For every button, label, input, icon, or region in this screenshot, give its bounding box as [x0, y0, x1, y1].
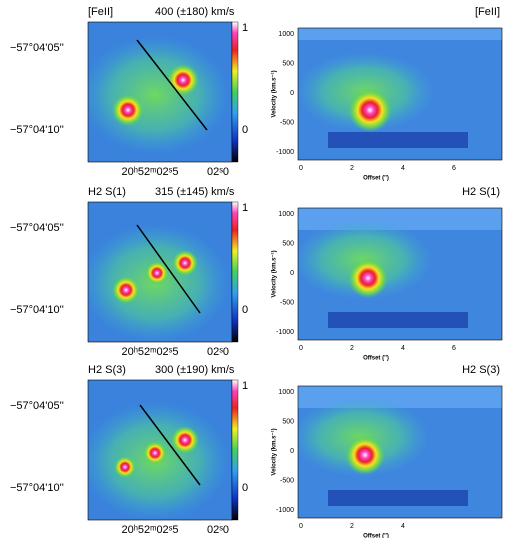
- colorbar-tick-label: 1: [242, 22, 248, 34]
- y-axis-label: Velocity (km.s⁻¹): [271, 428, 278, 475]
- pv-peak: [345, 435, 385, 475]
- y-tick-label: 1000: [278, 211, 294, 218]
- pv-peak: [348, 258, 388, 298]
- colorbar-tick-label: 0: [242, 304, 248, 316]
- y-tick-label: -1000: [276, 149, 294, 156]
- pv-frame: [297, 27, 503, 161]
- panel-title: [FeII]: [475, 6, 500, 18]
- x-tick-label: 4: [401, 345, 405, 352]
- y-tick-label: 0: [290, 90, 294, 97]
- pv-map: [298, 208, 502, 340]
- panel-title: H2 S(3): [88, 364, 126, 376]
- pv-peak: [348, 88, 392, 132]
- x-tick-label: 6: [452, 165, 456, 172]
- ra-tick-label: 20ʰ52ᵐ02ˢ5: [121, 524, 178, 536]
- dec-tick-label: −57°04'05'': [10, 42, 64, 54]
- pv-dark: [328, 132, 468, 148]
- velocity-label: 400 (±180) km/s: [155, 6, 235, 18]
- pv-top: [298, 28, 502, 40]
- y-tick-label: 0: [290, 270, 294, 277]
- x-tick-label: 4: [401, 165, 405, 172]
- panel-title: [FeII]: [88, 6, 113, 18]
- x-tick-label: 4: [401, 523, 405, 530]
- panel-title: H2 S(1): [462, 186, 500, 198]
- dec-tick-label: −57°04'10'': [10, 482, 64, 494]
- emission-knot: [167, 64, 199, 96]
- ra-tick-label: 02ˢ0: [207, 166, 229, 178]
- emission-knot: [112, 276, 140, 304]
- pv-dark: [328, 490, 468, 506]
- emission-knot: [112, 94, 144, 126]
- dec-tick-label: −57°04'05'': [10, 222, 64, 234]
- x-tick-label: 2: [350, 523, 354, 530]
- y-tick-label: -500: [280, 119, 294, 126]
- pv-frame: [297, 207, 503, 341]
- colorbar: [231, 21, 239, 163]
- x-axis-label: Offset (''): [363, 356, 389, 362]
- velocity-label: 315 (±145) km/s: [155, 186, 235, 198]
- y-tick-label: -500: [280, 477, 294, 484]
- x-tick-label: 6: [452, 345, 456, 352]
- y-tick-label: 0: [290, 448, 294, 455]
- slit: [136, 224, 201, 314]
- y-axis-label: Velocity (km.s⁻¹): [271, 70, 278, 117]
- panel-title: H2 S(3): [462, 364, 500, 376]
- slit: [136, 39, 208, 131]
- x-tick-label: 0: [299, 345, 303, 352]
- ra-tick-label: 02ˢ0: [207, 524, 229, 536]
- colorbar: [231, 379, 239, 521]
- panel-title: H2 S(1): [88, 186, 126, 198]
- pv-map: [298, 386, 502, 518]
- ra-tick-label: 20ʰ52ᵐ02ˢ5: [121, 166, 178, 178]
- emission-knot: [114, 456, 136, 478]
- y-tick-label: -1000: [276, 507, 294, 514]
- colorbar-tick-label: 0: [242, 482, 248, 494]
- pv-dark: [328, 312, 468, 328]
- y-tick-label: 1000: [278, 31, 294, 38]
- emission-knot: [145, 261, 169, 285]
- y-tick-label: 500: [282, 60, 294, 67]
- x-axis-label: Offset (''): [363, 176, 389, 182]
- colorbar-tick-label: 1: [242, 380, 248, 392]
- pv-frame: [297, 385, 503, 519]
- ra-tick-label: 20ʰ52ᵐ02ˢ5: [121, 346, 178, 358]
- image-map: [88, 380, 232, 520]
- image-map: [88, 22, 232, 162]
- pv-map: [298, 28, 502, 160]
- colorbar-tick-label: 1: [242, 202, 248, 214]
- map-glow: [88, 35, 230, 155]
- y-tick-label: -1000: [276, 329, 294, 336]
- colorbar: [231, 201, 239, 343]
- velocity-label: 300 (±190) km/s: [155, 364, 235, 376]
- x-axis-label: Offset (''): [363, 534, 389, 538]
- ra-tick-label: 02ˢ0: [207, 346, 229, 358]
- emission-knot: [143, 441, 167, 465]
- dec-tick-label: −57°04'10'': [10, 124, 64, 136]
- y-tick-label: 500: [282, 240, 294, 247]
- slit: [139, 404, 201, 486]
- dec-tick-label: −57°04'10'': [10, 304, 64, 316]
- x-tick-label: 2: [350, 345, 354, 352]
- dec-tick-label: −57°04'05'': [10, 400, 64, 412]
- y-tick-label: 1000: [278, 389, 294, 396]
- colorbar-tick-label: 0: [242, 124, 248, 136]
- y-tick-label: 500: [282, 418, 294, 425]
- emission-knot: [172, 250, 198, 276]
- x-tick-label: 0: [299, 523, 303, 530]
- x-tick-label: 2: [350, 165, 354, 172]
- x-tick-label: 0: [299, 165, 303, 172]
- y-tick-label: -500: [280, 299, 294, 306]
- emission-knot: [171, 426, 199, 454]
- image-map: [88, 202, 232, 342]
- y-axis-label: Velocity (km.s⁻¹): [271, 250, 278, 297]
